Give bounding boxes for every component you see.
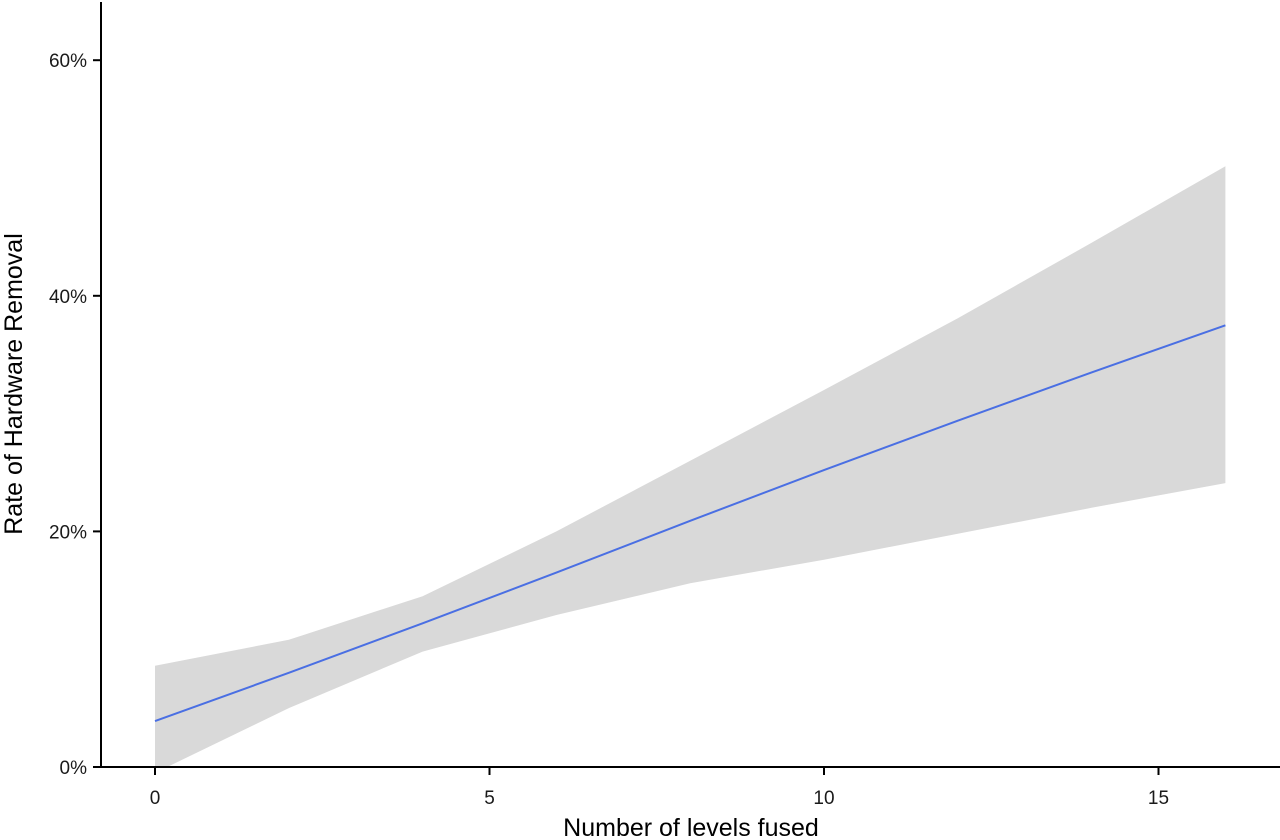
- plot-area: [154, 166, 1226, 767]
- y-axis-ticks: 0% 20% 40% 60%: [49, 51, 101, 779]
- x-tick-label: 5: [484, 788, 495, 809]
- fitted-line: [154, 324, 1226, 723]
- confidence-band: [155, 166, 1226, 767]
- x-tick-label: 10: [813, 788, 834, 809]
- x-axis-title: Number of levels fused: [563, 814, 819, 840]
- x-tick-label: 15: [1148, 788, 1169, 809]
- x-axis-ticks: 0 5 10 15: [150, 767, 1169, 809]
- y-axis-title: Rate of Hardware Removal: [0, 233, 28, 535]
- y-tick-label: 60%: [49, 51, 87, 72]
- x-tick-label: 0: [150, 788, 161, 809]
- y-tick-label: 40%: [49, 287, 87, 308]
- y-tick-label: 20%: [49, 522, 87, 543]
- y-tick-label: 0%: [60, 758, 88, 779]
